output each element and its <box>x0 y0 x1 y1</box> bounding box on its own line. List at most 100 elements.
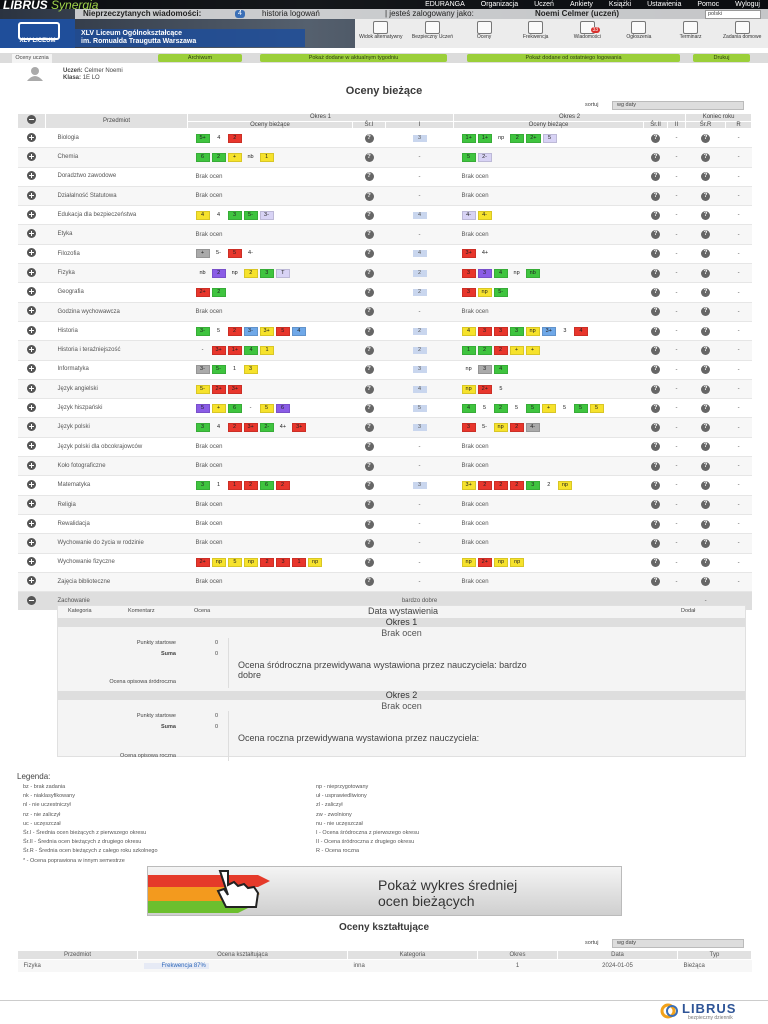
grade[interactable]: 2 <box>211 268 226 278</box>
average-icon[interactable]: ? <box>364 577 374 587</box>
grade[interactable]: 4 <box>493 268 508 278</box>
average-icon[interactable]: ? <box>701 500 711 510</box>
average-icon[interactable]: ? <box>701 191 711 201</box>
grade[interactable]: 2 <box>493 480 508 490</box>
average-icon[interactable]: ? <box>701 403 711 413</box>
average-icon[interactable]: ? <box>364 365 374 375</box>
grade[interactable]: 5 <box>461 152 476 162</box>
grade[interactable]: 5- <box>482 424 487 431</box>
grade[interactable]: 5 <box>573 403 588 413</box>
average-icon[interactable]: ? <box>651 558 661 568</box>
grade[interactable]: 4 <box>216 424 221 431</box>
grade[interactable]: 3 <box>276 558 291 568</box>
average-icon[interactable]: ? <box>651 191 661 201</box>
average-icon[interactable]: ? <box>364 384 374 394</box>
grade[interactable]: 3 <box>227 210 242 220</box>
toggle-icon[interactable] <box>27 402 36 412</box>
average-icon[interactable]: ? <box>364 288 374 298</box>
sort-select[interactable]: wg daty <box>612 939 744 948</box>
grade[interactable]: 5- <box>216 250 221 257</box>
grade[interactable]: 3 <box>493 326 508 336</box>
grade[interactable]: 5 <box>589 403 604 413</box>
average-icon[interactable]: ? <box>701 133 711 143</box>
grade[interactable]: + <box>227 152 242 162</box>
average-icon[interactable]: ? <box>364 403 374 413</box>
toggle-icon[interactable] <box>27 576 36 586</box>
toggle-icon[interactable] <box>27 479 36 489</box>
messages-label[interactable]: Nieprzeczytanych wiadomości: <box>83 9 202 18</box>
average-icon[interactable]: ? <box>651 403 661 413</box>
average-icon[interactable]: ? <box>701 230 711 240</box>
grade[interactable]: 4 <box>493 365 508 375</box>
button[interactable]: Pokaż dodane w aktualnym tygodniu <box>260 54 447 62</box>
grade[interactable]: 3- <box>195 326 210 336</box>
grade[interactable]: 4 <box>291 326 306 336</box>
average-icon[interactable]: ? <box>364 249 374 259</box>
average-icon[interactable]: ? <box>651 210 661 220</box>
grade[interactable]: 1 <box>260 345 275 355</box>
menu-item[interactable]: Wyloguj <box>735 1 760 8</box>
grade[interactable]: np <box>211 558 226 568</box>
grade[interactable]: 2 <box>227 326 242 336</box>
menu-item[interactable]: Uczeń <box>534 1 554 8</box>
grade[interactable]: 3 <box>259 268 274 278</box>
grade[interactable]: 3 <box>477 326 492 336</box>
grade[interactable]: 1+ <box>477 133 493 143</box>
toggle-icon[interactable] <box>27 209 36 219</box>
grade[interactable]: 3 <box>525 480 540 490</box>
grade[interactable]: T <box>275 268 290 278</box>
grade[interactable]: 2+ <box>526 133 541 143</box>
grade[interactable]: np <box>510 558 525 568</box>
grade[interactable]: 6 <box>275 403 290 413</box>
grade[interactable]: 2 <box>493 345 508 355</box>
average-icon[interactable]: ? <box>701 172 711 182</box>
grade[interactable]: 1 <box>227 480 242 490</box>
average-icon[interactable]: ? <box>651 268 661 278</box>
average-icon[interactable]: ? <box>701 268 711 278</box>
grade[interactable]: 2+ <box>477 558 492 568</box>
grade[interactable]: np <box>525 326 540 336</box>
toggle-icon[interactable] <box>27 364 36 374</box>
average-icon[interactable]: ? <box>701 384 711 394</box>
menu-item[interactable]: EDURANGA <box>425 1 465 8</box>
average-icon[interactable]: ? <box>651 577 661 587</box>
grade[interactable]: 4 <box>216 211 221 218</box>
average-icon[interactable]: ? <box>651 365 661 375</box>
grade[interactable]: - <box>249 404 252 411</box>
grade[interactable]: np <box>493 423 508 433</box>
grade[interactable]: 3+ <box>227 384 243 394</box>
grade[interactable]: 3 <box>509 326 524 336</box>
grade[interactable]: 2 <box>243 480 258 490</box>
grade[interactable]: 4- <box>525 423 540 433</box>
average-icon[interactable]: ? <box>651 133 661 143</box>
grade[interactable]: 3 <box>461 288 476 298</box>
formative-grade[interactable]: Frekwencja 87% <box>143 963 209 969</box>
toggle-icon[interactable] <box>27 267 36 277</box>
grade[interactable]: 6 <box>195 152 210 162</box>
grade[interactable]: 3 <box>563 327 567 334</box>
average-icon[interactable]: ? <box>364 558 374 568</box>
grade[interactable]: 4- <box>461 210 476 220</box>
average-icon[interactable]: ? <box>364 268 374 278</box>
grade[interactable]: 1+ <box>227 345 243 355</box>
menu-item[interactable]: Ankiety <box>569 1 593 8</box>
toggle-icon[interactable] <box>27 248 36 258</box>
grade[interactable]: 4 <box>217 134 221 141</box>
grade[interactable]: + <box>195 249 210 259</box>
grade[interactable]: 6 <box>227 403 242 413</box>
grade[interactable]: 1 <box>259 152 274 162</box>
grade[interactable]: 1 <box>461 345 476 355</box>
grade[interactable]: + <box>525 345 540 355</box>
grade[interactable]: 3+ <box>461 480 476 490</box>
toggle-icon[interactable] <box>27 537 36 547</box>
grade[interactable]: np <box>231 269 238 276</box>
grade[interactable]: np <box>461 558 476 568</box>
nav-item[interactable]: Terminarz <box>665 19 717 48</box>
grade[interactable]: 2+ <box>195 558 210 568</box>
average-icon[interactable]: ? <box>651 345 661 355</box>
grade[interactable]: np <box>308 558 323 568</box>
average-icon[interactable]: ? <box>364 172 374 182</box>
button[interactable]: Archiwum <box>158 54 242 62</box>
grade[interactable]: 5 <box>499 385 503 392</box>
nav-item[interactable]: Zadania domowe <box>716 19 768 48</box>
